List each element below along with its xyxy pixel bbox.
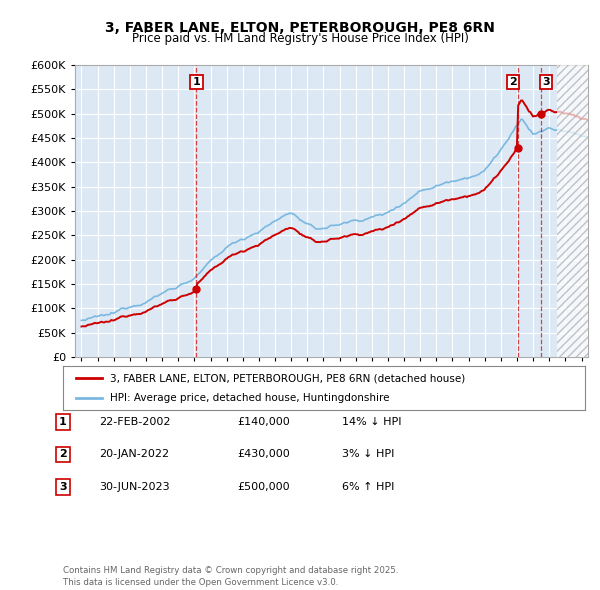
Text: 6% ↑ HPI: 6% ↑ HPI: [342, 482, 394, 491]
Text: 1: 1: [193, 77, 200, 87]
Text: Price paid vs. HM Land Registry's House Price Index (HPI): Price paid vs. HM Land Registry's House …: [131, 32, 469, 45]
Text: 3, FABER LANE, ELTON, PETERBOROUGH, PE8 6RN (detached house): 3, FABER LANE, ELTON, PETERBOROUGH, PE8 …: [110, 373, 465, 383]
Text: 14% ↓ HPI: 14% ↓ HPI: [342, 417, 401, 427]
Text: 30-JUN-2023: 30-JUN-2023: [99, 482, 170, 491]
Text: 2: 2: [59, 450, 67, 459]
Text: Contains HM Land Registry data © Crown copyright and database right 2025.
This d: Contains HM Land Registry data © Crown c…: [63, 566, 398, 587]
Text: 3% ↓ HPI: 3% ↓ HPI: [342, 450, 394, 459]
Text: 20-JAN-2022: 20-JAN-2022: [99, 450, 169, 459]
Text: £140,000: £140,000: [237, 417, 290, 427]
Text: £430,000: £430,000: [237, 450, 290, 459]
Text: 1: 1: [59, 417, 67, 427]
Text: HPI: Average price, detached house, Huntingdonshire: HPI: Average price, detached house, Hunt…: [110, 393, 389, 403]
Text: 2: 2: [509, 77, 517, 87]
Text: 22-FEB-2002: 22-FEB-2002: [99, 417, 170, 427]
Text: £500,000: £500,000: [237, 482, 290, 491]
Text: 3: 3: [542, 77, 550, 87]
Bar: [557, 65, 588, 357]
Text: 3, FABER LANE, ELTON, PETERBOROUGH, PE8 6RN: 3, FABER LANE, ELTON, PETERBOROUGH, PE8 …: [105, 21, 495, 35]
Text: 3: 3: [59, 482, 67, 491]
